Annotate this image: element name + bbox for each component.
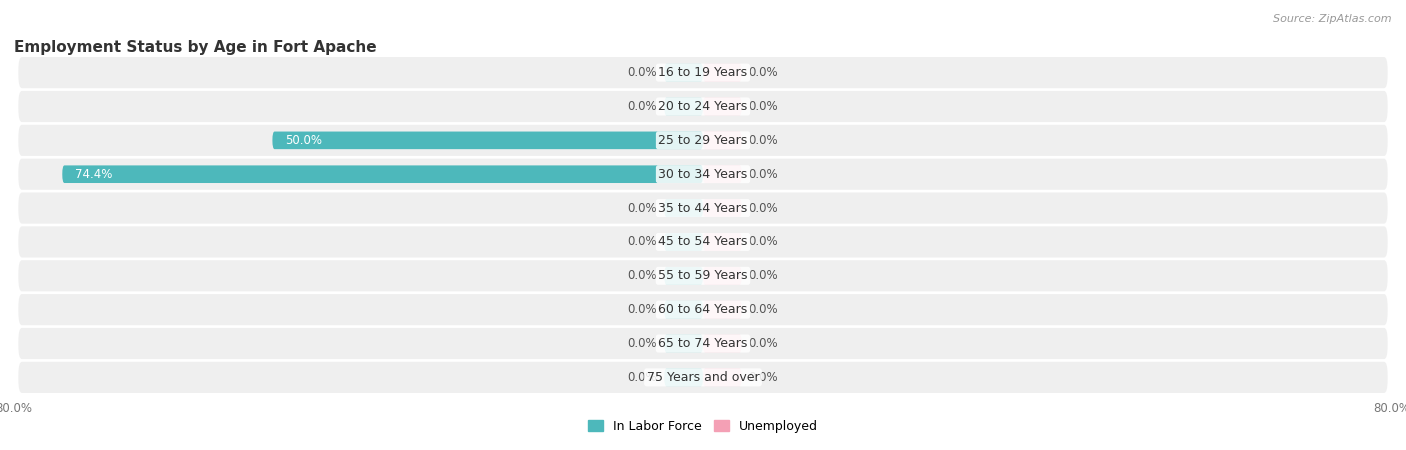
Text: 74.4%: 74.4%: [75, 168, 112, 181]
FancyBboxPatch shape: [703, 98, 742, 115]
FancyBboxPatch shape: [664, 335, 703, 352]
FancyBboxPatch shape: [18, 294, 1388, 325]
Text: 25 to 29 Years: 25 to 29 Years: [658, 134, 748, 147]
Text: 0.0%: 0.0%: [748, 269, 779, 282]
FancyBboxPatch shape: [664, 369, 703, 386]
FancyBboxPatch shape: [62, 166, 703, 183]
FancyBboxPatch shape: [664, 301, 703, 319]
Text: 0.0%: 0.0%: [748, 202, 779, 215]
Text: 0.0%: 0.0%: [627, 303, 658, 316]
Text: 30 to 34 Years: 30 to 34 Years: [658, 168, 748, 181]
Text: 0.0%: 0.0%: [627, 202, 658, 215]
FancyBboxPatch shape: [703, 166, 742, 183]
Text: 20 to 24 Years: 20 to 24 Years: [658, 100, 748, 113]
FancyBboxPatch shape: [18, 362, 1388, 393]
FancyBboxPatch shape: [664, 64, 703, 81]
FancyBboxPatch shape: [18, 57, 1388, 88]
FancyBboxPatch shape: [18, 226, 1388, 257]
Text: 55 to 59 Years: 55 to 59 Years: [658, 269, 748, 282]
FancyBboxPatch shape: [703, 335, 742, 352]
Text: 0.0%: 0.0%: [627, 100, 658, 113]
FancyBboxPatch shape: [664, 267, 703, 284]
Text: 0.0%: 0.0%: [748, 168, 779, 181]
FancyBboxPatch shape: [18, 91, 1388, 122]
Text: 0.0%: 0.0%: [627, 269, 658, 282]
FancyBboxPatch shape: [273, 131, 703, 149]
FancyBboxPatch shape: [703, 369, 742, 386]
FancyBboxPatch shape: [18, 328, 1388, 359]
Text: 50.0%: 50.0%: [285, 134, 322, 147]
FancyBboxPatch shape: [703, 301, 742, 319]
Text: 0.0%: 0.0%: [748, 371, 779, 384]
Legend: In Labor Force, Unemployed: In Labor Force, Unemployed: [583, 414, 823, 438]
Text: 0.0%: 0.0%: [748, 100, 779, 113]
Text: 0.0%: 0.0%: [748, 303, 779, 316]
Text: 60 to 64 Years: 60 to 64 Years: [658, 303, 748, 316]
Text: 45 to 54 Years: 45 to 54 Years: [658, 235, 748, 248]
FancyBboxPatch shape: [703, 233, 742, 251]
FancyBboxPatch shape: [18, 125, 1388, 156]
Text: 0.0%: 0.0%: [748, 134, 779, 147]
FancyBboxPatch shape: [18, 193, 1388, 224]
FancyBboxPatch shape: [18, 159, 1388, 190]
Text: 0.0%: 0.0%: [627, 235, 658, 248]
FancyBboxPatch shape: [18, 260, 1388, 291]
FancyBboxPatch shape: [703, 199, 742, 217]
Text: 65 to 74 Years: 65 to 74 Years: [658, 337, 748, 350]
Text: 0.0%: 0.0%: [627, 371, 658, 384]
Text: 35 to 44 Years: 35 to 44 Years: [658, 202, 748, 215]
FancyBboxPatch shape: [703, 64, 742, 81]
Text: 0.0%: 0.0%: [748, 337, 779, 350]
Text: 75 Years and over: 75 Years and over: [647, 371, 759, 384]
FancyBboxPatch shape: [664, 98, 703, 115]
Text: 0.0%: 0.0%: [627, 66, 658, 79]
Text: Employment Status by Age in Fort Apache: Employment Status by Age in Fort Apache: [14, 40, 377, 55]
FancyBboxPatch shape: [703, 131, 742, 149]
Text: 0.0%: 0.0%: [748, 66, 779, 79]
Text: 16 to 19 Years: 16 to 19 Years: [658, 66, 748, 79]
FancyBboxPatch shape: [703, 267, 742, 284]
Text: Source: ZipAtlas.com: Source: ZipAtlas.com: [1274, 14, 1392, 23]
Text: 0.0%: 0.0%: [627, 337, 658, 350]
Text: 0.0%: 0.0%: [748, 235, 779, 248]
FancyBboxPatch shape: [664, 199, 703, 217]
FancyBboxPatch shape: [664, 233, 703, 251]
